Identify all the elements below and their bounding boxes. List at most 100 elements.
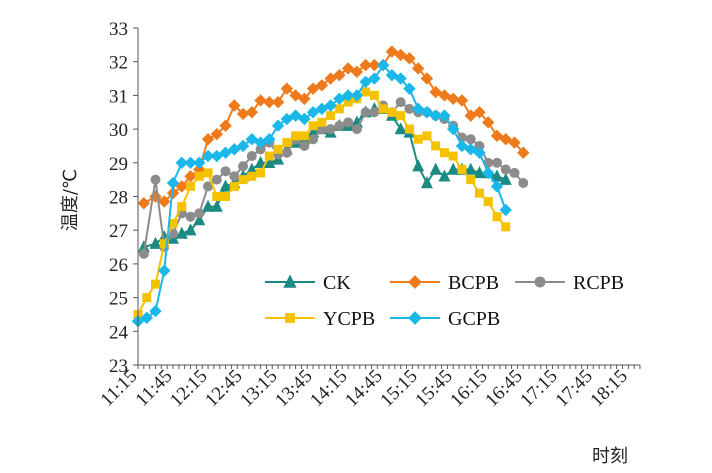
data-point-ycpb	[238, 175, 248, 185]
x-tick-label: 18:15	[586, 366, 631, 411]
data-point-bcpb	[219, 119, 232, 132]
data-point-ycpb	[168, 218, 178, 228]
data-point-bcpb	[263, 95, 276, 109]
legend-label: YCPB	[323, 308, 375, 330]
data-point-bcpb	[228, 99, 241, 112]
data-point-ck	[420, 176, 433, 189]
data-point-gcpb	[175, 156, 188, 169]
legend-marker-ck	[283, 274, 297, 288]
data-point-gcpb	[263, 133, 276, 146]
y-axis: 23 24 25 26 27 28 29 30 31 32 33	[109, 19, 139, 377]
data-point-gcpb	[429, 109, 442, 122]
data-point-rcpb	[509, 167, 520, 178]
data-point-ck	[175, 226, 188, 239]
data-point-ck	[137, 240, 150, 253]
y-tick-label: 31	[109, 86, 128, 107]
data-point-ck	[193, 213, 206, 226]
data-point-rcpb	[325, 124, 336, 135]
data-point-bcpb	[166, 186, 180, 200]
data-point-ycpb	[334, 104, 344, 114]
data-point-bcpb	[359, 58, 372, 72]
data-point-rcpb	[518, 178, 529, 189]
data-point-ycpb	[212, 192, 222, 201]
data-point-ycpb	[369, 90, 379, 100]
data-point-rcpb	[229, 171, 240, 182]
data-point-gcpb	[149, 304, 162, 318]
data-point-bcpb	[271, 95, 285, 109]
data-point-bcpb	[298, 92, 311, 105]
data-point-bcpb	[245, 106, 259, 119]
legend-label: GCPB	[448, 308, 500, 330]
data-point-ck	[412, 159, 425, 172]
x-axis-title: 时刻	[592, 446, 628, 467]
data-point-gcpb	[158, 264, 171, 277]
data-point-ycpb	[273, 144, 283, 154]
data-point-bcpb	[490, 129, 504, 143]
data-point-rcpb	[238, 161, 249, 172]
data-point-gcpb	[473, 146, 486, 159]
data-point-bcpb	[473, 106, 486, 119]
data-point-ycpb	[457, 165, 467, 175]
data-point-ck	[429, 162, 442, 175]
data-point-gcpb	[490, 180, 504, 193]
x-tick-label: 11:45	[132, 366, 177, 411]
y-tick-label: 24	[109, 322, 129, 343]
y-tick-label: 30	[109, 120, 128, 141]
data-point-rcpb	[281, 147, 292, 158]
data-point-ck	[254, 155, 267, 168]
data-point-gcpb	[271, 119, 285, 132]
data-point-ycpb	[343, 97, 353, 107]
data-point-ycpb	[439, 148, 449, 158]
data-point-rcpb	[474, 140, 485, 151]
data-point-ycpb	[422, 131, 432, 141]
data-point-ck	[464, 162, 477, 175]
data-point-rcpb	[343, 117, 354, 128]
data-point-ck	[263, 155, 276, 168]
data-point-rcpb	[308, 134, 319, 145]
data-point-ycpb	[387, 107, 397, 117]
y-tick-label: 29	[109, 154, 128, 175]
data-point-bcpb	[306, 82, 320, 95]
data-point-rcpb	[360, 107, 371, 118]
data-point-ycpb	[151, 279, 161, 289]
data-point-rcpb	[185, 211, 196, 222]
data-point-bcpb	[368, 58, 381, 72]
data-point-ycpb	[492, 212, 502, 222]
legend-label: RCPB	[573, 272, 624, 294]
data-point-rcpb	[220, 166, 231, 177]
x-tick-label: 15:15	[376, 366, 421, 411]
x-tick-label: 14:45	[341, 366, 386, 411]
y-tick-label: 28	[109, 188, 128, 209]
legend-item-ycpb: YCPB	[265, 308, 375, 330]
data-point-ycpb	[431, 141, 441, 151]
legend-marker-bcpb	[408, 275, 422, 289]
data-point-ycpb	[159, 239, 169, 249]
data-point-rcpb	[404, 103, 415, 114]
data-point-bcpb	[280, 82, 294, 95]
data-point-gcpb	[341, 89, 355, 102]
data-point-gcpb	[447, 122, 460, 136]
legend-item-rcpb: RCPB	[515, 272, 624, 294]
data-point-ycpb	[466, 175, 476, 185]
y-axis-title: 温度/℃	[60, 169, 81, 231]
data-point-gcpb	[219, 146, 232, 159]
data-point-bcpb	[184, 170, 197, 183]
data-point-bcpb	[315, 79, 329, 92]
x-tick-label: 17:45	[551, 366, 596, 411]
y-tick-label: 27	[109, 221, 128, 242]
data-point-ck	[210, 199, 223, 212]
data-point-ycpb	[299, 131, 309, 141]
data-point-ycpb	[361, 87, 371, 97]
plot-area	[131, 45, 530, 328]
series-bcpb	[137, 45, 530, 210]
data-point-ck	[245, 162, 258, 175]
data-point-ycpb	[221, 192, 231, 201]
data-point-gcpb	[324, 99, 337, 112]
legend-marker-ycpb	[285, 313, 295, 323]
x-tick-label: 14:15	[306, 366, 351, 411]
x-tick-label: 11:15	[97, 366, 142, 411]
data-point-rcpb	[150, 174, 161, 185]
data-point-ycpb	[396, 111, 406, 121]
data-point-bcpb	[447, 92, 460, 105]
legend-label: CK	[323, 272, 351, 294]
